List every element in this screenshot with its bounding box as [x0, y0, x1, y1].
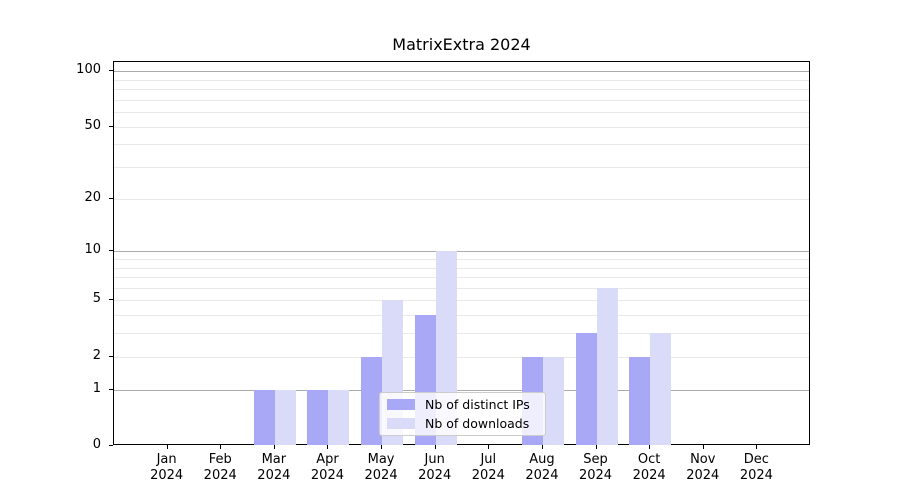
x-axis-tick-label: Feb 2024 [203, 452, 237, 483]
y-axis-tick-mark [109, 250, 113, 252]
legend-label-downloads: Nb of downloads [425, 416, 530, 431]
x-axis-tick-label: Dec 2024 [739, 452, 773, 483]
gridline-minor [114, 333, 809, 335]
x-axis-tick-mark [488, 445, 490, 449]
x-axis-tick-label: Sep 2024 [578, 452, 613, 483]
x-axis-tick-label: Aug 2024 [525, 452, 559, 483]
gridline-minor [114, 126, 809, 128]
x-axis-tick-mark [541, 445, 543, 449]
bar-nb-of-distinct-ips-may [361, 356, 383, 445]
x-axis-tick-label: Jul 2024 [471, 452, 505, 483]
gridline-minor [114, 99, 809, 101]
gridline-minor [114, 267, 809, 269]
y-axis-tick-label: 1 [92, 380, 101, 396]
x-axis-tick-mark [381, 445, 383, 449]
legend-swatch-downloads-icon [387, 418, 415, 429]
x-axis-tick-mark [166, 445, 168, 449]
bar-nb-of-downloads-aug [542, 356, 564, 445]
gridline-minor [114, 198, 809, 200]
x-axis-tick-label: Jan 2024 [150, 452, 184, 483]
chart-title: MatrixExtra 2024 [392, 35, 531, 54]
gridline-minor [114, 258, 809, 260]
x-axis-tick-mark [327, 445, 329, 449]
gridline-minor [114, 144, 809, 146]
gridline-minor [114, 277, 809, 279]
x-axis-tick-mark [434, 445, 436, 449]
bar-nb-of-downloads-sep [596, 287, 618, 445]
y-axis-tick-mark [109, 70, 113, 72]
y-axis-tick-label: 0 [92, 437, 101, 452]
x-axis-tick-label: Nov 2024 [686, 452, 720, 483]
y-axis-tick-mark [109, 355, 113, 357]
plot-area [113, 61, 810, 445]
gridline-major [114, 71, 809, 73]
legend-label-distinct-ips: Nb of distinct IPs [425, 397, 530, 412]
x-axis-tick-label: Mar 2024 [257, 452, 291, 483]
bar-nb-of-distinct-ips-oct [629, 356, 651, 445]
gridline-minor [114, 112, 809, 114]
gridline-major [114, 389, 809, 391]
y-axis-tick-label: 2 [92, 347, 101, 363]
x-axis-tick-mark [595, 445, 597, 449]
bar-nb-of-distinct-ips-apr [307, 389, 329, 445]
bar-nb-of-downloads-apr [328, 389, 350, 445]
x-axis-tick-mark [756, 445, 758, 449]
y-axis-tick-label: 5 [92, 291, 101, 307]
legend-item-downloads: Nb of downloads [387, 416, 538, 431]
x-axis-tick-mark [649, 445, 651, 449]
y-axis-tick-mark [109, 299, 113, 301]
gridline-minor [114, 287, 809, 289]
y-axis-tick-label: 50 [84, 117, 101, 133]
x-axis-tick-mark [702, 445, 704, 449]
x-axis-tick-mark [273, 445, 275, 449]
x-axis-tick-label: Oct 2024 [632, 452, 666, 483]
gridline-major [114, 251, 809, 253]
legend-swatch-distinct-ips-icon [387, 399, 415, 410]
gridline-minor [114, 315, 809, 317]
bar-nb-of-downloads-oct [650, 333, 672, 445]
bar-nb-of-distinct-ips-sep [575, 333, 597, 445]
y-axis-tick-mark [109, 197, 113, 199]
x-axis-tick-label: Apr 2024 [310, 452, 344, 483]
x-axis-tick-label: Jun 2024 [418, 452, 452, 483]
y-axis-tick-label: 100 [76, 62, 101, 78]
x-axis-tick-mark [220, 445, 222, 449]
gridline-minor [114, 300, 809, 302]
gridline-minor [114, 167, 809, 169]
y-axis-tick-mark [109, 388, 113, 390]
bar-nb-of-downloads-mar [274, 389, 296, 445]
gridline-minor [114, 89, 809, 91]
bar-nb-of-distinct-ips-mar [253, 389, 275, 445]
y-axis-tick-label: 20 [84, 189, 101, 205]
gridline-minor [114, 356, 809, 358]
y-axis-tick-mark [109, 445, 113, 446]
y-axis-tick-mark [109, 125, 113, 127]
legend: Nb of distinct IPs Nb of downloads [379, 392, 546, 436]
x-axis-tick-label: May 2024 [364, 452, 398, 483]
gridline-minor [114, 79, 809, 81]
legend-item-distinct-ips: Nb of distinct IPs [387, 397, 538, 412]
y-axis-tick-label: 10 [84, 242, 101, 258]
